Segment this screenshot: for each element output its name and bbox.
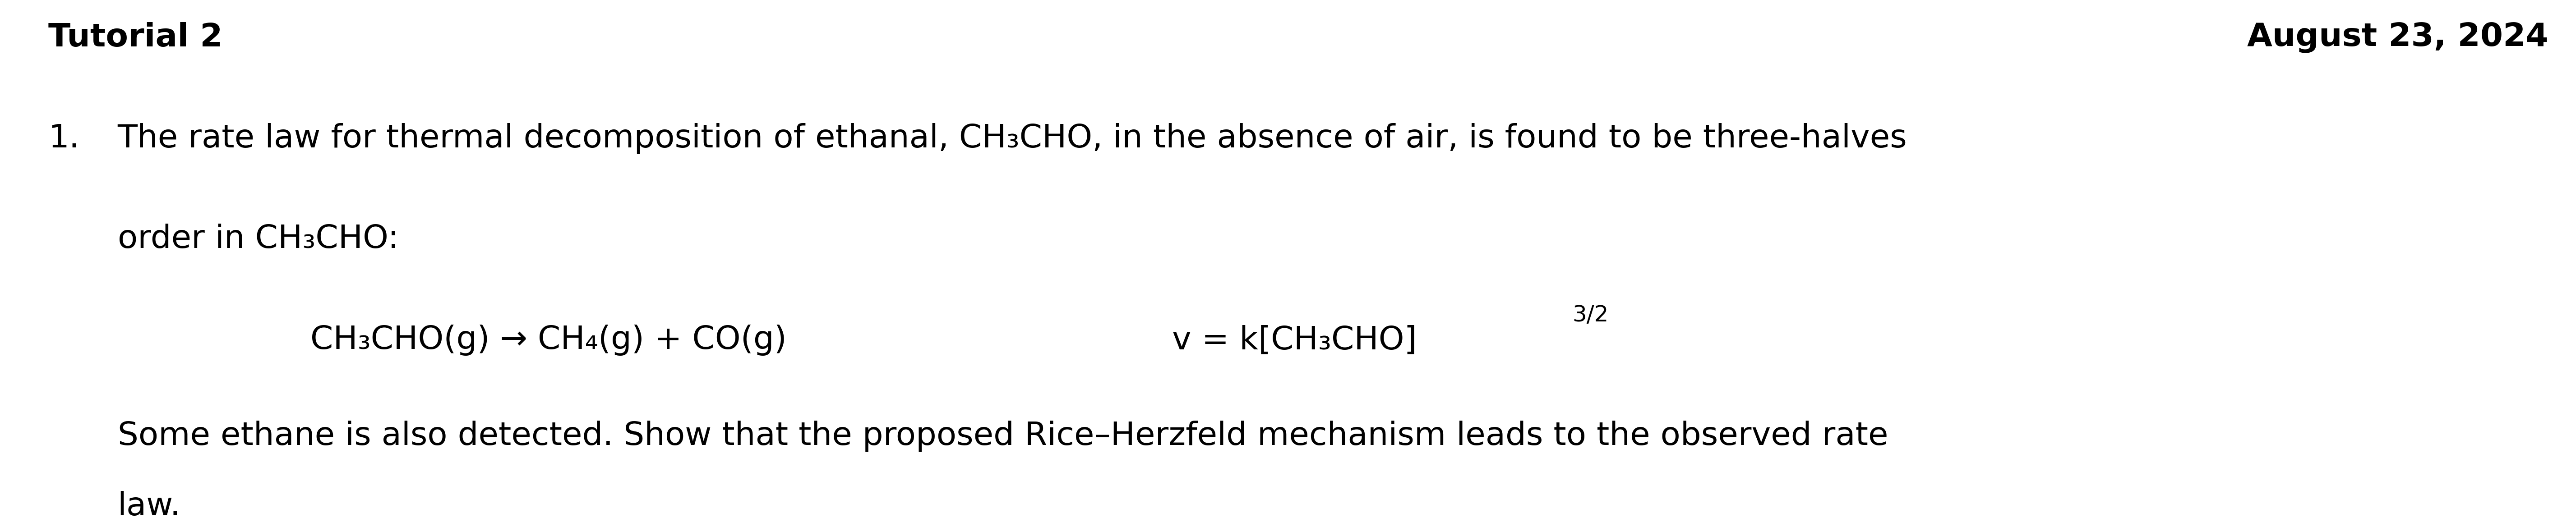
Text: The rate law for thermal decomposition of ethanal, CH₃CHO, in the absence of air: The rate law for thermal decomposition o… — [118, 123, 1906, 154]
Text: CH₃CHO(g) → CH₄(g) + CO(g): CH₃CHO(g) → CH₄(g) + CO(g) — [312, 325, 786, 356]
Text: 1.: 1. — [49, 123, 80, 154]
Text: August 23, 2024: August 23, 2024 — [2246, 22, 2548, 53]
Text: Tutorial 2: Tutorial 2 — [49, 22, 222, 53]
Text: v = k[CH₃CHO]: v = k[CH₃CHO] — [1172, 325, 1417, 356]
Text: law.: law. — [118, 491, 180, 522]
Text: order in CH₃CHO:: order in CH₃CHO: — [118, 224, 399, 255]
Text: 3/2: 3/2 — [1571, 305, 1607, 326]
Text: Some ethane is also detected. Show that the proposed Rice–Herzfeld mechanism lea: Some ethane is also detected. Show that … — [118, 421, 1888, 452]
